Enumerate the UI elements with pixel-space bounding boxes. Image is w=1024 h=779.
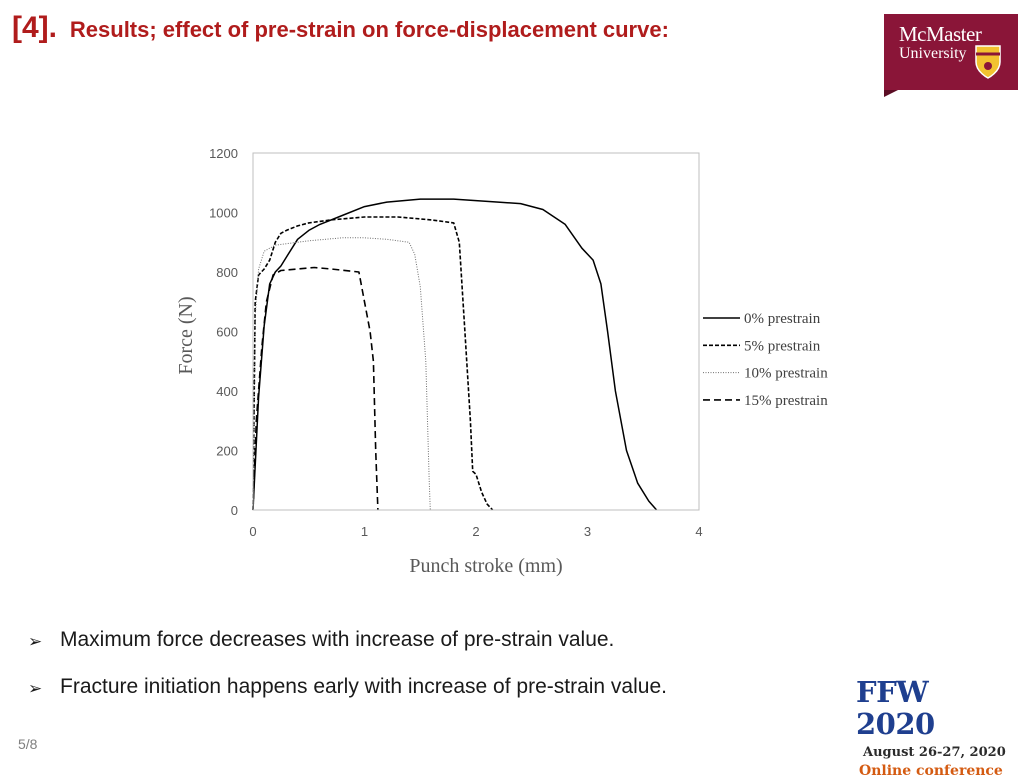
bullet-text: Fracture initiation happens early with i… [60, 675, 667, 698]
legend-label: 0% prestrain [744, 311, 821, 327]
slide-title: [4]. Results; effect of pre-strain on fo… [12, 8, 669, 45]
force-displacement-chart: 0 200 400 600 800 1000 1200 0 1 2 3 4 Punch stroke (… [175, 146, 828, 577]
ffw-mode: Online conference [859, 763, 1003, 779]
ffw-title: FFW 2020 [856, 675, 935, 741]
ffw-logo: FFW 2020 August 26-27, 2020 Online confe… [856, 676, 1016, 779]
y-tick-label: 800 [216, 265, 238, 280]
x-tick-label: 4 [695, 524, 702, 539]
title-text: Results; effect of pre-strain on force-d… [69, 17, 669, 42]
page-number: 5/8 [18, 736, 38, 752]
y-tick-label: 600 [216, 325, 238, 340]
x-tick-label: 0 [249, 524, 256, 539]
bullet-text: Maximum force decreases with increase of… [60, 628, 615, 651]
arrow-right-icon: ➢ [28, 679, 43, 698]
y-tick-label: 1000 [209, 206, 238, 221]
legend-label: 10% prestrain [744, 366, 828, 382]
logo-line1: McMaster [899, 22, 982, 46]
series-line-3 [252, 237, 431, 511]
y-tick-label: 1200 [209, 146, 238, 161]
y-tick-label: 400 [216, 384, 238, 399]
bullet-item: ➢ Fracture initiation happens early with… [28, 675, 667, 722]
y-axis-label: Force (N) [175, 296, 197, 374]
y-tick-label: 200 [216, 444, 238, 459]
legend-label: 15% prestrain [744, 393, 828, 409]
plot-frame [252, 152, 700, 511]
legend-label: 5% prestrain [744, 338, 821, 354]
series-line-2 [252, 216, 494, 511]
series-line-4 [252, 266, 379, 511]
chart-legend: 0% prestrain 5% prestrain 10% prestrain 15%… [703, 311, 828, 409]
logo-line2: University [899, 45, 967, 62]
x-tick-label: 3 [584, 524, 591, 539]
bullet-item: ➢ Maximum force decreases with increase … [28, 628, 667, 675]
x-tick-label: 1 [361, 524, 368, 539]
crest-icon [975, 45, 1001, 79]
mcmaster-logo: McMaster University [884, 14, 1018, 97]
bullet-list: ➢ Maximum force decreases with increase … [28, 628, 667, 722]
arrow-right-icon: ➢ [28, 632, 43, 651]
x-tick-label: 2 [472, 524, 479, 539]
ffw-date: August 26-27, 2020 [863, 745, 1006, 760]
axes: 0 200 400 600 800 1000 1200 0 1 2 3 4 Punch stroke (… [175, 146, 703, 577]
section-number: [4]. [12, 11, 57, 44]
x-axis-label: Punch stroke (mm) [409, 555, 562, 577]
series-line-1 [252, 198, 658, 511]
plot-area [252, 198, 658, 511]
y-tick-label: 0 [231, 503, 238, 518]
